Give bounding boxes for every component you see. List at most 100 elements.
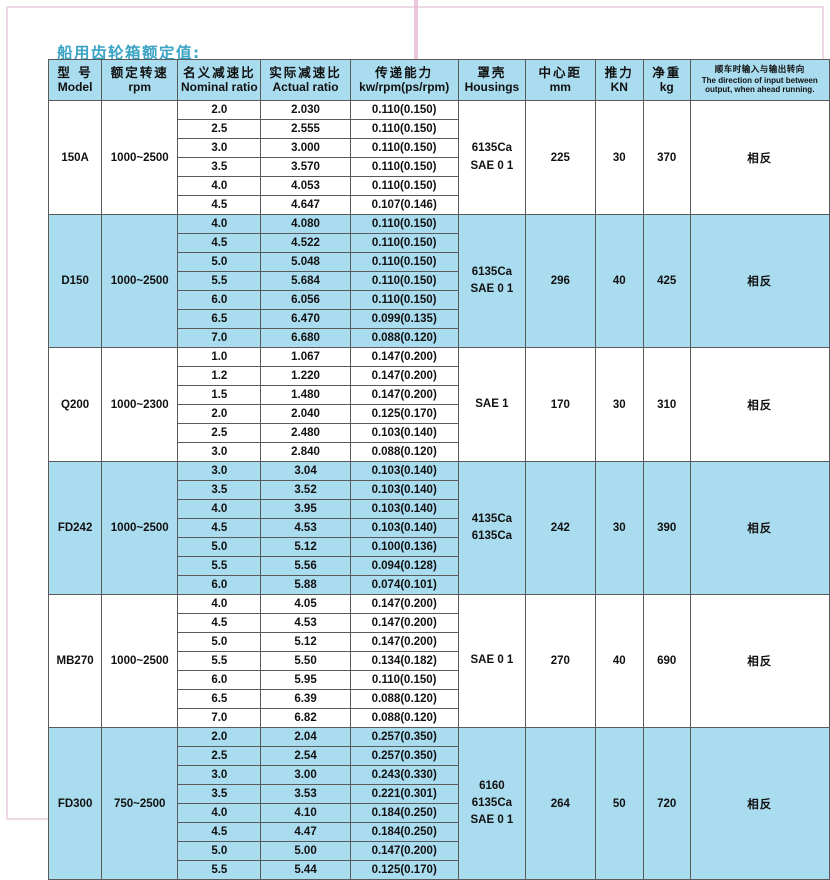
table-row: 6.0 5.95 0.110(0.150): [49, 670, 830, 690]
housing-line: 4135Ca: [471, 512, 513, 525]
cell-actual-ratio: 6.680: [260, 328, 351, 348]
cell-power: 0.147(0.200): [349, 385, 459, 405]
cell-power: 0.074(0.101): [349, 575, 459, 595]
cell-actual-ratio: 4.053: [260, 176, 351, 196]
cell-rpm: 1000~2300: [101, 347, 179, 462]
cell-nominal-ratio: 6.5: [177, 689, 262, 709]
cell-actual-ratio: 6.056: [260, 290, 351, 310]
column-header-actual: 实际减速比 Actual ratio: [260, 59, 351, 101]
cell-nominal-ratio: 5.5: [177, 556, 262, 576]
housing-line: SAE 0 1: [470, 814, 514, 827]
table-row: 2.5 2.480 0.103(0.140): [49, 423, 830, 443]
cell-thrust: 30: [594, 347, 644, 462]
table-row: 4.5 4.53 0.103(0.140): [49, 518, 830, 538]
housing-line: SAE 1: [475, 397, 509, 410]
column-header-power: 传递能力 kw/rpm(ps/rpm): [349, 59, 459, 101]
cell-actual-ratio: 4.05: [260, 594, 351, 614]
cell-model: FD242: [47, 461, 103, 595]
cell-net-weight: 720: [642, 727, 691, 880]
cell-nominal-ratio: 4.5: [177, 822, 262, 842]
column-header-rpm: 额定转速 rpm: [101, 59, 179, 101]
cell-center-distance: 270: [525, 594, 596, 728]
table-row: Q200 1000~2300 1.0 1.067 0.147(0.200) SAE 1 17…: [47, 347, 830, 462]
cell-nominal-ratio: 3.5: [177, 480, 262, 500]
table-row: 2.0 2.040 0.125(0.170): [49, 404, 830, 424]
cell-nominal-ratio: 4.0: [177, 176, 262, 196]
cell-actual-ratio: 2.54: [260, 746, 351, 766]
header-row: 型 号 Model 额定转速 rpm 名义减速比 Nominal ratio 实际减速比 Ac…: [47, 59, 830, 101]
cell-actual-ratio: 5.12: [260, 537, 351, 557]
cell-rpm: 1000~2500: [101, 100, 179, 215]
cell-power: 0.088(0.120): [349, 689, 459, 709]
table-row: FD300 750~2500 2.0 2.04 0.257(0.350) 6160 6135…: [47, 727, 830, 880]
table-row: 6.0 6.056 0.110(0.150): [49, 290, 830, 310]
cell-nominal-ratio: 3.5: [177, 157, 262, 177]
cell-power: 0.103(0.140): [349, 499, 459, 519]
cell-actual-ratio: 4.522: [260, 233, 351, 253]
cell-power: 0.103(0.140): [349, 461, 459, 481]
cell-power: 0.147(0.200): [349, 632, 459, 652]
cell-actual-ratio: 3.570: [260, 157, 351, 177]
cell-power: 0.110(0.150): [349, 157, 459, 177]
cell-actual-ratio: 3.000: [260, 138, 351, 158]
cell-nominal-ratio: 5.0: [177, 632, 262, 652]
cell-actual-ratio: 2.04: [260, 727, 351, 747]
cell-actual-ratio: 1.480: [260, 385, 351, 405]
cell-power: 0.147(0.200): [349, 347, 459, 367]
column-header-cn-power: 传递能力: [375, 65, 434, 81]
cell-actual-ratio: 2.840: [260, 442, 351, 462]
cell-nominal-ratio: 3.0: [177, 138, 262, 158]
cell-center-distance: 296: [525, 214, 596, 348]
column-header-en-center: mm: [549, 80, 571, 95]
cell-rotation-direction: 相反: [689, 214, 830, 348]
cell-center-distance: 170: [525, 347, 596, 462]
cell-nominal-ratio: 2.5: [177, 423, 262, 443]
table-row: 4.0 3.95 0.103(0.140): [49, 499, 830, 519]
cell-nominal-ratio: 3.0: [177, 765, 262, 785]
cell-power: 0.110(0.150): [349, 252, 459, 272]
cell-actual-ratio: 4.53: [260, 613, 351, 633]
cell-actual-ratio: 5.684: [260, 271, 351, 291]
cell-housings: 6135Ca SAE 0 1: [457, 214, 527, 348]
cell-actual-ratio: 3.95: [260, 499, 351, 519]
cell-actual-ratio: 3.52: [260, 480, 351, 500]
cell-actual-ratio: 5.44: [260, 860, 351, 880]
cell-power: 0.184(0.250): [349, 822, 459, 842]
table-row: 3.5 3.52 0.103(0.140): [49, 480, 830, 500]
cell-housings: 6135Ca SAE 0 1: [457, 100, 527, 215]
cell-power: 0.147(0.200): [349, 613, 459, 633]
table-row: 4.5 4.647 0.107(0.146): [49, 195, 830, 215]
cell-power: 0.110(0.150): [349, 670, 459, 690]
cell-nominal-ratio: 3.0: [177, 442, 262, 462]
cell-nominal-ratio: 7.0: [177, 328, 262, 348]
cell-actual-ratio: 2.555: [260, 119, 351, 139]
page-title: 船用齿轮箱额定值:: [57, 44, 201, 62]
cell-actual-ratio: 5.00: [260, 841, 351, 861]
cell-power: 0.147(0.200): [349, 366, 459, 386]
cell-model: MB270: [47, 594, 103, 728]
cell-power: 0.094(0.128): [349, 556, 459, 576]
column-header-nominal: 名义减速比 Nominal ratio: [177, 59, 262, 101]
cell-rpm: 1000~2500: [101, 214, 179, 348]
cell-nominal-ratio: 1.0: [177, 347, 262, 367]
cell-power: 0.125(0.170): [349, 860, 459, 880]
cell-actual-ratio: 2.030: [260, 100, 351, 120]
cell-center-distance: 264: [525, 727, 596, 880]
column-header-en-thrust: KN: [610, 80, 628, 95]
cell-nominal-ratio: 4.5: [177, 195, 262, 215]
cell-power: 0.088(0.120): [349, 442, 459, 462]
cell-rpm: 1000~2500: [101, 461, 179, 595]
table-row: FD242 1000~2500 3.0 3.04 0.103(0.140) 4135Ca 6…: [47, 461, 830, 595]
cell-net-weight: 310: [642, 347, 691, 462]
housing-line: SAE 0 1: [470, 283, 514, 295]
table-row: 150A 1000~2500 2.0 2.030 0.110(0.150) 6135Ca S…: [47, 100, 830, 215]
column-header-cn-thrust: 推力: [604, 65, 634, 81]
cell-power: 0.110(0.150): [349, 119, 459, 139]
table-row: 3.0 3.00 0.243(0.330): [49, 765, 830, 785]
cell-power: 0.107(0.146): [349, 195, 459, 215]
column-header-center: 中心距 mm: [525, 59, 596, 101]
cell-power: 0.184(0.250): [349, 803, 459, 823]
column-header-en-direction: The direction of input between output, w…: [701, 75, 818, 95]
cell-actual-ratio: 5.56: [260, 556, 351, 576]
column-header-en-housings: Housings: [464, 80, 520, 95]
